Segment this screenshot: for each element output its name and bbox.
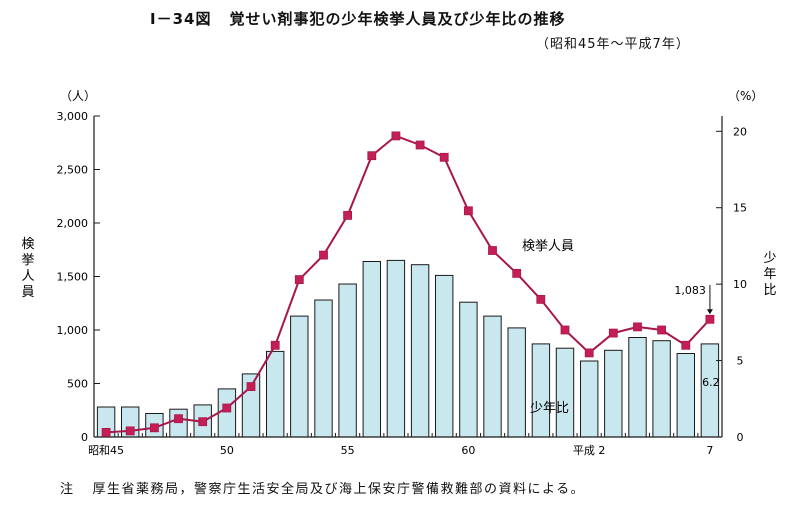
note-mark: 注 bbox=[60, 482, 75, 497]
bar bbox=[459, 301, 478, 438]
line-marker bbox=[705, 314, 715, 324]
x-tick-label: 7 bbox=[706, 444, 713, 457]
source-note: 注 厚生省薬務局，警察庁生活安全局及び海上保安庁警備救難部の資料による。 bbox=[60, 478, 585, 497]
bar bbox=[410, 264, 430, 438]
line-marker bbox=[584, 348, 594, 358]
bar bbox=[580, 360, 599, 438]
line-marker bbox=[439, 152, 449, 162]
line-marker bbox=[246, 382, 256, 392]
y-axis-title-right: 少年比 bbox=[763, 251, 776, 298]
figure-number: Ⅰ－34図 bbox=[150, 10, 212, 28]
axes: 0 500 1,000 1,500 2,000 2,500 3,000 0 5 10 15 20 昭和4… bbox=[57, 110, 748, 457]
chart-title: Ⅰ－34図 覚せい剤事犯の少年検挙人員及び少年比の推移 bbox=[150, 8, 565, 29]
figure-title: 覚せい剤事犯の少年検挙人員及び少年比の推移 bbox=[229, 10, 566, 28]
y-tick-label-left: 1,500 bbox=[57, 271, 89, 284]
bar bbox=[314, 299, 333, 438]
line-marker bbox=[125, 426, 135, 436]
line-marker bbox=[294, 275, 304, 285]
bar-series bbox=[96, 259, 720, 438]
bar bbox=[507, 327, 526, 438]
note-text: 厚生省薬務局，警察庁生活安全局及び海上保安庁警備救難部の資料による。 bbox=[92, 482, 586, 497]
y-axis-title-left: 検挙人員 bbox=[21, 237, 34, 300]
line-marker bbox=[343, 210, 353, 220]
bar bbox=[338, 283, 357, 438]
line-marker bbox=[681, 340, 691, 350]
y-right-unit: （%） bbox=[728, 89, 763, 103]
bar bbox=[676, 353, 695, 438]
line-marker bbox=[512, 268, 522, 278]
bar bbox=[483, 315, 502, 438]
x-tick-label: 55 bbox=[341, 444, 355, 457]
line-marker bbox=[101, 427, 111, 437]
chart-subtitle: （昭和45年～平成7年） bbox=[536, 37, 690, 52]
line-marker bbox=[608, 328, 618, 338]
line-marker bbox=[633, 322, 642, 332]
line-marker bbox=[560, 325, 570, 335]
bar bbox=[435, 274, 454, 438]
line-marker bbox=[174, 414, 183, 424]
line-marker bbox=[488, 246, 497, 255]
x-tick-label: 平成 2 bbox=[573, 444, 606, 457]
line-marker bbox=[270, 340, 280, 350]
series-label-bar: 少年比 bbox=[530, 401, 569, 416]
bar bbox=[362, 261, 382, 438]
line-marker bbox=[198, 417, 208, 427]
annotation-value: 6.2 bbox=[702, 376, 720, 389]
bar bbox=[628, 337, 647, 438]
line-marker bbox=[319, 250, 328, 260]
x-tick-label: 50 bbox=[220, 444, 234, 457]
y-tick-label-right: 5 bbox=[737, 355, 744, 368]
annotation-value: 1,083 bbox=[674, 284, 706, 297]
y-tick-label-left: 500 bbox=[67, 378, 88, 391]
y-left-unit: （人） bbox=[60, 89, 96, 103]
line-series bbox=[101, 131, 715, 437]
y-tick-label-right: 15 bbox=[733, 202, 747, 215]
bar bbox=[700, 343, 720, 438]
bar bbox=[266, 350, 285, 438]
y-tick-label-right: 20 bbox=[733, 125, 747, 138]
x-tick-label: 60 bbox=[461, 444, 475, 457]
line-marker bbox=[222, 403, 232, 413]
x-tick-label: 昭和45 bbox=[88, 444, 124, 457]
y-tick-label-left: 1,000 bbox=[57, 324, 89, 337]
line-marker bbox=[391, 131, 401, 141]
bar bbox=[217, 388, 237, 438]
y-tick-label-left: 0 bbox=[81, 431, 88, 444]
line-marker bbox=[657, 325, 666, 335]
y-tick-label-left: 2,000 bbox=[57, 217, 89, 230]
y-tick-label-left: 3,000 bbox=[57, 110, 89, 123]
line-marker bbox=[149, 423, 159, 433]
bar bbox=[604, 349, 623, 438]
bar bbox=[386, 259, 406, 438]
bar bbox=[652, 340, 671, 438]
bar bbox=[555, 347, 575, 438]
line-marker bbox=[463, 206, 473, 216]
bar bbox=[290, 315, 309, 438]
series-label-line: 検挙人員 bbox=[522, 239, 574, 254]
y-tick-label-left: 2,500 bbox=[57, 164, 89, 177]
line-marker bbox=[367, 151, 377, 161]
bar bbox=[531, 343, 551, 438]
annotation-arrowhead bbox=[706, 309, 713, 315]
line-marker bbox=[536, 294, 546, 304]
y-tick-label-right: 10 bbox=[733, 278, 747, 291]
y-tick-label-right: 0 bbox=[737, 431, 744, 444]
line-marker bbox=[415, 140, 425, 150]
